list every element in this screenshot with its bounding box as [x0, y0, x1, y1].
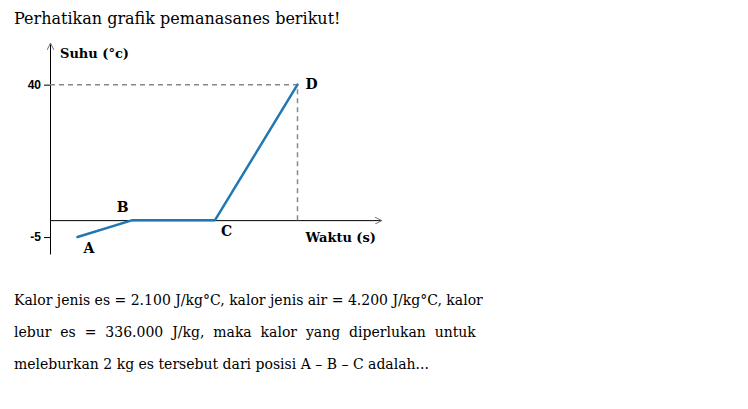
y-tick: -5 — [30, 230, 50, 244]
y-tick-mark — [44, 237, 50, 238]
marks — [50, 85, 298, 237]
y-tick-mark — [44, 85, 50, 86]
plot: -5 40 A B C D Waktu (s) Suhu (°c) — [28, 45, 381, 257]
point-labels: A B C D — [83, 76, 318, 256]
point-label: A — [83, 240, 96, 256]
title: Perhatikan grafik pemanasanes berikut! — [14, 9, 340, 28]
annotation: meleburkan 2 kg es tersebut dari posisi … — [14, 356, 429, 372]
guide-line — [297, 85, 299, 220]
guide-line — [50, 84, 298, 86]
point-label: B — [117, 199, 129, 215]
annotation: Kalor jenis es = 2.100 J/kg°C, kalor jen… — [14, 292, 483, 308]
y-axis-line — [50, 45, 51, 255]
chart: Perhatikan grafik pemanasanes berikut! -5… — [0, 0, 748, 409]
y-axis-label: Suhu (°c) — [60, 46, 129, 61]
x-axis-label: Waktu (s) — [304, 230, 376, 245]
line — [78, 85, 298, 237]
annotation: lebur es = 336.000 J/kg, maka kalor yang… — [14, 324, 476, 340]
y-tick-label: -5 — [30, 230, 41, 244]
point-label: C — [221, 223, 232, 239]
y-tick: 40 — [28, 78, 50, 92]
body-text: Kalor jenis es = 2.100 J/kg°C, kalor jen… — [14, 292, 483, 372]
point-label: D — [306, 76, 318, 92]
y-tick-label: 40 — [28, 78, 42, 92]
y-axis: -5 40 — [28, 45, 51, 255]
